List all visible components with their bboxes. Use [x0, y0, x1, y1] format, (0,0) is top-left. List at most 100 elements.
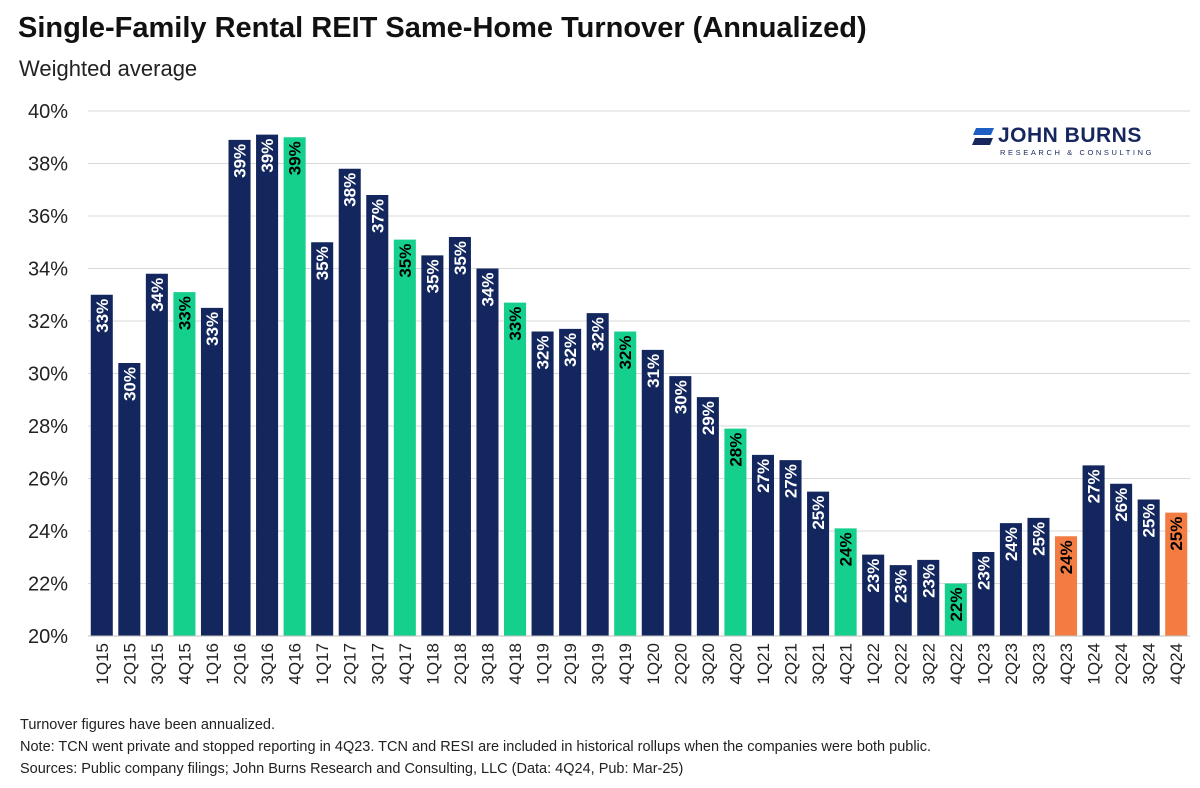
x-tick-label: 3Q18 [478, 643, 497, 685]
data-label: 24% [1057, 540, 1076, 574]
data-label: 23% [919, 564, 938, 598]
x-tick-label: 2Q21 [782, 643, 801, 685]
data-label: 39% [231, 144, 250, 178]
data-label: 27% [782, 464, 801, 498]
x-tick-label: 3Q21 [809, 643, 828, 685]
data-label: 39% [258, 139, 277, 173]
data-label: 32% [534, 336, 553, 370]
data-label: 37% [368, 199, 387, 233]
data-label: 22% [947, 588, 966, 622]
bar [1165, 512, 1188, 636]
bar [779, 460, 802, 636]
y-tick-label: 34% [28, 259, 68, 281]
data-label: 33% [506, 307, 525, 341]
bar [311, 242, 334, 636]
bar [476, 268, 499, 636]
bar [972, 552, 995, 636]
x-tick-label: 1Q21 [754, 643, 773, 685]
chart-title: Single-Family Rental REIT Same-Home Turn… [18, 12, 867, 44]
bar [862, 554, 885, 636]
bar [200, 307, 223, 636]
bar [944, 583, 967, 636]
y-tick-label: 32% [28, 311, 68, 333]
bar [999, 523, 1022, 636]
bar [228, 139, 251, 636]
john-burns-logo-mark-icon [972, 128, 994, 145]
bar [917, 559, 940, 636]
data-label: 29% [699, 401, 718, 435]
x-tick-label: 2Q16 [231, 643, 250, 685]
bar [1027, 517, 1050, 636]
data-label: 26% [1112, 488, 1131, 522]
y-tick-label: 24% [28, 521, 68, 543]
data-label: 24% [1002, 527, 1021, 561]
x-tick-label: 4Q21 [837, 643, 856, 685]
bar [421, 255, 444, 636]
x-tick-label: 2Q15 [120, 643, 139, 685]
data-label: 33% [93, 299, 112, 333]
data-label: 25% [809, 496, 828, 530]
data-label: 34% [148, 278, 167, 312]
data-label: 23% [892, 569, 911, 603]
x-tick-label: 1Q16 [203, 643, 222, 685]
bar [1055, 536, 1078, 636]
x-tick-label: 3Q15 [148, 643, 167, 685]
note-tcn: Note: TCN went private and stopped repor… [20, 739, 932, 755]
x-tick-label: 2Q24 [1112, 643, 1131, 685]
x-tick-label: 3Q20 [699, 643, 718, 685]
company-logo: JOHN BURNS RESEARCH & CONSULTING [972, 124, 1155, 160]
bar [145, 273, 168, 636]
bar [641, 349, 664, 636]
bar [531, 331, 554, 636]
data-label: 27% [754, 459, 773, 493]
bar [1110, 483, 1133, 636]
data-label: 39% [286, 141, 305, 175]
y-tick-label: 20% [28, 626, 68, 648]
y-tick-label: 36% [28, 206, 68, 228]
x-tick-label: 4Q16 [286, 643, 305, 685]
data-label: 35% [313, 246, 332, 280]
bar [338, 168, 361, 636]
bar [118, 363, 141, 636]
bar [696, 397, 719, 636]
data-label: 35% [423, 259, 442, 293]
data-label: 32% [561, 333, 580, 367]
data-label: 31% [644, 354, 663, 388]
bar [669, 376, 692, 636]
data-label: 35% [451, 241, 470, 275]
bar [256, 134, 279, 636]
bar [1082, 465, 1105, 636]
data-label: 38% [341, 173, 360, 207]
x-tick-label: 3Q24 [1140, 643, 1159, 685]
data-label: 35% [396, 244, 415, 278]
x-tick-label: 4Q19 [616, 643, 635, 685]
data-label: 28% [726, 433, 745, 467]
x-tick-label: 1Q15 [93, 643, 112, 685]
bar [889, 565, 912, 636]
chart-subtitle: Weighted average [19, 56, 198, 81]
x-tick-label: 2Q22 [892, 643, 911, 685]
logo-tagline: RESEARCH & CONSULTING [1000, 148, 1155, 157]
y-tick-label: 28% [28, 416, 68, 438]
y-tick-label: 30% [28, 364, 68, 386]
x-tick-label: 1Q19 [534, 643, 553, 685]
bar [751, 454, 774, 636]
data-label: 27% [1085, 469, 1104, 503]
x-tick-label: 2Q20 [671, 643, 690, 685]
logo-name: JOHN BURNS [998, 124, 1142, 147]
bar [283, 137, 306, 636]
bar [393, 239, 416, 636]
bar [614, 331, 637, 636]
data-label: 30% [671, 380, 690, 414]
x-tick-label: 2Q17 [341, 643, 360, 685]
x-tick-label: 2Q23 [1002, 643, 1021, 685]
note-annualized: Turnover figures have been annualized. [20, 717, 275, 733]
turnover-bar-chart: 20% 22% 24% 26% 28% 30% 32% 34% 36% 38% 40% 33% 1Q15… [28, 101, 1190, 685]
bar [448, 237, 471, 636]
x-tick-label: 1Q18 [423, 643, 442, 685]
x-tick-label: 1Q22 [864, 643, 883, 685]
y-tick-label: 40% [28, 101, 68, 123]
data-label: 32% [589, 317, 608, 351]
data-label: 33% [175, 296, 194, 330]
data-label: 33% [203, 312, 222, 346]
